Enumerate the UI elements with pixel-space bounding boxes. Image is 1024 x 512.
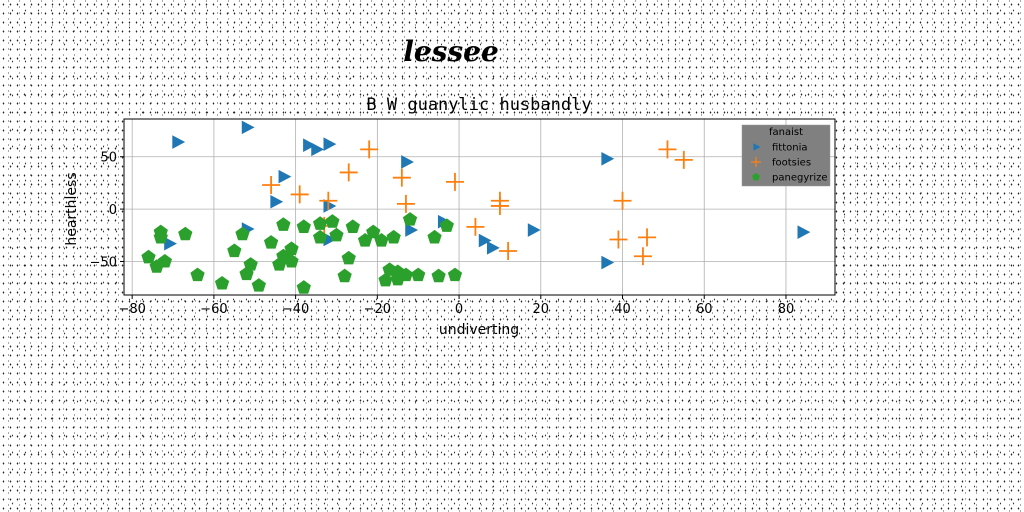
footsies-point bbox=[638, 228, 657, 247]
x-tick-label: −60 bbox=[200, 302, 227, 317]
panegyrize-point bbox=[251, 278, 266, 292]
panegyrize-point bbox=[345, 219, 360, 233]
fittonia-point bbox=[303, 138, 316, 152]
footsies-point bbox=[466, 217, 485, 236]
panegyrize-point bbox=[153, 229, 168, 244]
legend-label-panegyrize: panegyrize bbox=[772, 173, 828, 184]
panegyrize-point bbox=[357, 233, 373, 247]
footsies-point bbox=[613, 191, 632, 210]
legend: fanaist fittonia footsies panegyrize bbox=[741, 124, 831, 187]
panegyrize-point bbox=[341, 250, 356, 265]
legend-marker-footsies bbox=[751, 157, 761, 167]
panegyrize-point bbox=[411, 267, 426, 282]
fittonia-point bbox=[323, 137, 337, 151]
panegyrize-point bbox=[386, 229, 401, 244]
chart-title: B W guanylic husbandly bbox=[366, 95, 591, 115]
panegyrize-point bbox=[296, 280, 311, 294]
panegyrize-point bbox=[447, 267, 463, 282]
footsies-point bbox=[262, 176, 281, 194]
panegyrize-point bbox=[366, 224, 381, 239]
panegyrize-point bbox=[439, 218, 454, 232]
x-tick-label: 80 bbox=[778, 302, 795, 317]
plot-frame bbox=[123, 118, 836, 296]
fittonia-point bbox=[401, 155, 414, 169]
y-tick-label: 0 bbox=[109, 203, 117, 218]
panegyrize-point bbox=[178, 226, 193, 241]
y-axis-label: hearthless bbox=[64, 172, 80, 245]
fittonia-point bbox=[278, 169, 292, 184]
footsies-point bbox=[339, 163, 358, 182]
panegyrize-point bbox=[214, 275, 230, 290]
x-tick-label: 60 bbox=[696, 302, 713, 317]
fittonia-point bbox=[478, 233, 492, 248]
footsies-point bbox=[319, 191, 338, 210]
fittonia-point bbox=[172, 135, 186, 149]
panegyrize-point bbox=[329, 227, 344, 242]
footsies-point bbox=[633, 247, 652, 266]
footsies-point bbox=[609, 230, 628, 249]
panegyrize-point bbox=[284, 241, 299, 255]
fittonia-point bbox=[270, 194, 284, 209]
fittonia-point bbox=[527, 223, 541, 237]
panegyrize-point bbox=[272, 257, 287, 271]
footsies-point bbox=[674, 150, 693, 169]
panegyrize-point bbox=[390, 271, 405, 286]
x-axis-label: undiverting bbox=[439, 322, 519, 338]
footsies-point bbox=[490, 196, 509, 215]
legend-title: fanaist bbox=[769, 127, 803, 138]
panegyrize-point bbox=[313, 229, 328, 244]
plot-background bbox=[124, 119, 835, 295]
footsies-point bbox=[445, 172, 464, 191]
panegyrize-point bbox=[337, 268, 352, 283]
panegyrize-point bbox=[227, 243, 242, 258]
footsies-point bbox=[392, 168, 411, 187]
panegyrize-point bbox=[402, 212, 418, 226]
fittonia-point bbox=[311, 142, 325, 157]
plot-area: −80 −60 −40 −20 0 20 40 60 80 −50 0 50 bbox=[90, 118, 836, 317]
panegyrize-point bbox=[276, 217, 291, 231]
legend-label-footsies: footsies bbox=[772, 158, 811, 169]
chart-suptitle: lessee bbox=[403, 35, 499, 68]
fittonia-point bbox=[601, 152, 615, 166]
fittonia-point bbox=[405, 223, 419, 237]
y-tick-label: −50 bbox=[90, 255, 117, 270]
panegyrize-point bbox=[427, 229, 442, 244]
panegyrize-point bbox=[313, 216, 328, 230]
footsies-point bbox=[658, 140, 677, 159]
legend-marker-panegyrize bbox=[752, 172, 760, 181]
footsies-point bbox=[396, 194, 415, 213]
fittonia-point bbox=[797, 225, 811, 239]
footsies-point bbox=[360, 140, 379, 159]
panegyrize-point bbox=[374, 233, 389, 247]
x-tick-label: 40 bbox=[614, 302, 631, 317]
panegyrize-point bbox=[296, 219, 311, 233]
panegyrize-point bbox=[325, 214, 340, 228]
panegyrize-point bbox=[235, 226, 250, 241]
x-tick-label: −80 bbox=[118, 302, 145, 317]
panegyrize-point bbox=[190, 267, 205, 282]
x-tick-label: 0 bbox=[455, 302, 463, 317]
legend-marker-fittonia bbox=[753, 143, 761, 151]
fittonia-point bbox=[164, 236, 177, 251]
panegyrize-point bbox=[378, 272, 393, 287]
fittonia-point bbox=[241, 120, 255, 135]
x-tick-label: 20 bbox=[533, 302, 550, 317]
y-tick-label: 50 bbox=[100, 151, 117, 166]
panegyrize-point bbox=[239, 266, 254, 281]
fittonia-point bbox=[601, 255, 615, 270]
fittonia-point bbox=[323, 199, 337, 213]
panegyrize-point bbox=[284, 253, 299, 268]
fittonia-point bbox=[486, 241, 500, 255]
legend-label-fittonia: fittonia bbox=[772, 143, 808, 154]
footsies-point bbox=[290, 185, 309, 204]
panegyrize-point bbox=[141, 249, 156, 264]
footsies-point bbox=[499, 242, 518, 260]
panegyrize-point bbox=[149, 259, 164, 273]
panegyrize-point bbox=[431, 268, 446, 283]
panegyrize-point bbox=[263, 235, 279, 249]
x-tick-label: −20 bbox=[364, 302, 391, 317]
x-tick-label: −40 bbox=[282, 302, 309, 317]
